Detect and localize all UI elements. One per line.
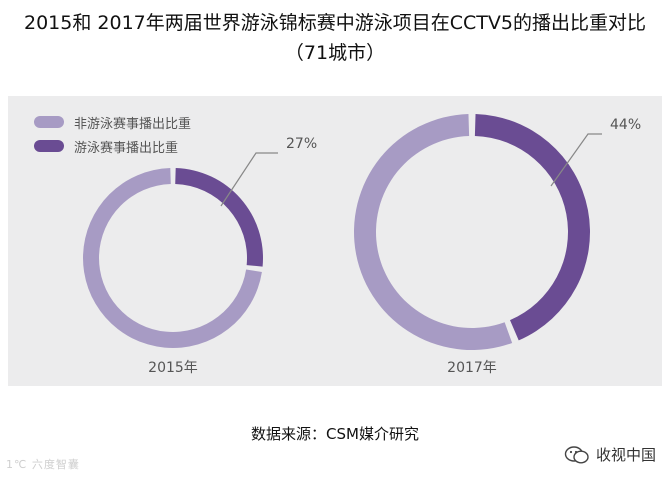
legend-item-non-swimming: 非游泳赛事播出比重 [34, 110, 191, 134]
watermark-right: 收视中国 [564, 444, 656, 465]
legend-swatch-swimming [34, 140, 64, 152]
subtitle-text: （71城市） [284, 42, 386, 64]
slice-non-swimming-2017年 [354, 114, 513, 350]
chart-panel: 非游泳赛事播出比重 游泳赛事播出比重 27% 2015年 44% 2017年 [8, 96, 662, 386]
leader-line-2015年 [220, 152, 278, 207]
donut-2015年: 27% 2015年 [82, 136, 317, 376]
wechat-icon [564, 445, 589, 464]
slice-label-2017年: 44% [610, 117, 641, 133]
title-text: 2015和 2017年两届世界游泳锦标赛中游泳项目在CCTV5的播出比重对比 [24, 12, 646, 34]
watermark-right-text: 收视中国 [595, 446, 656, 464]
watermark-left: 1℃ 六度智囊 [6, 458, 80, 471]
caption-2015年: 2015年 [148, 360, 198, 376]
legend-swatch-non-swimming [34, 116, 64, 128]
caption-2017年: 2017年 [447, 360, 497, 376]
slice-swimming-2017年 [474, 114, 590, 341]
leader-line-2017年 [550, 133, 602, 187]
legend-label-non-swimming: 非游泳赛事播出比重 [74, 116, 192, 132]
legend: 非游泳赛事播出比重 游泳赛事播出比重 [34, 110, 191, 158]
slice-swimming-2015年 [175, 168, 263, 267]
slice-label-2015年: 27% [286, 136, 317, 152]
source-note: 数据来源：CSM媒介研究 [251, 425, 419, 443]
chart-title: 2015和 2017年两届世界游泳锦标赛中游泳项目在CCTV5的播出比重对比 （… [0, 8, 670, 68]
donut-2017年: 44% 2017年 [354, 114, 641, 376]
donut-charts: 27% 2015年 44% 2017年 [82, 114, 641, 376]
legend-item-swimming: 游泳赛事播出比重 [34, 134, 191, 158]
legend-label-swimming: 游泳赛事播出比重 [74, 140, 179, 156]
